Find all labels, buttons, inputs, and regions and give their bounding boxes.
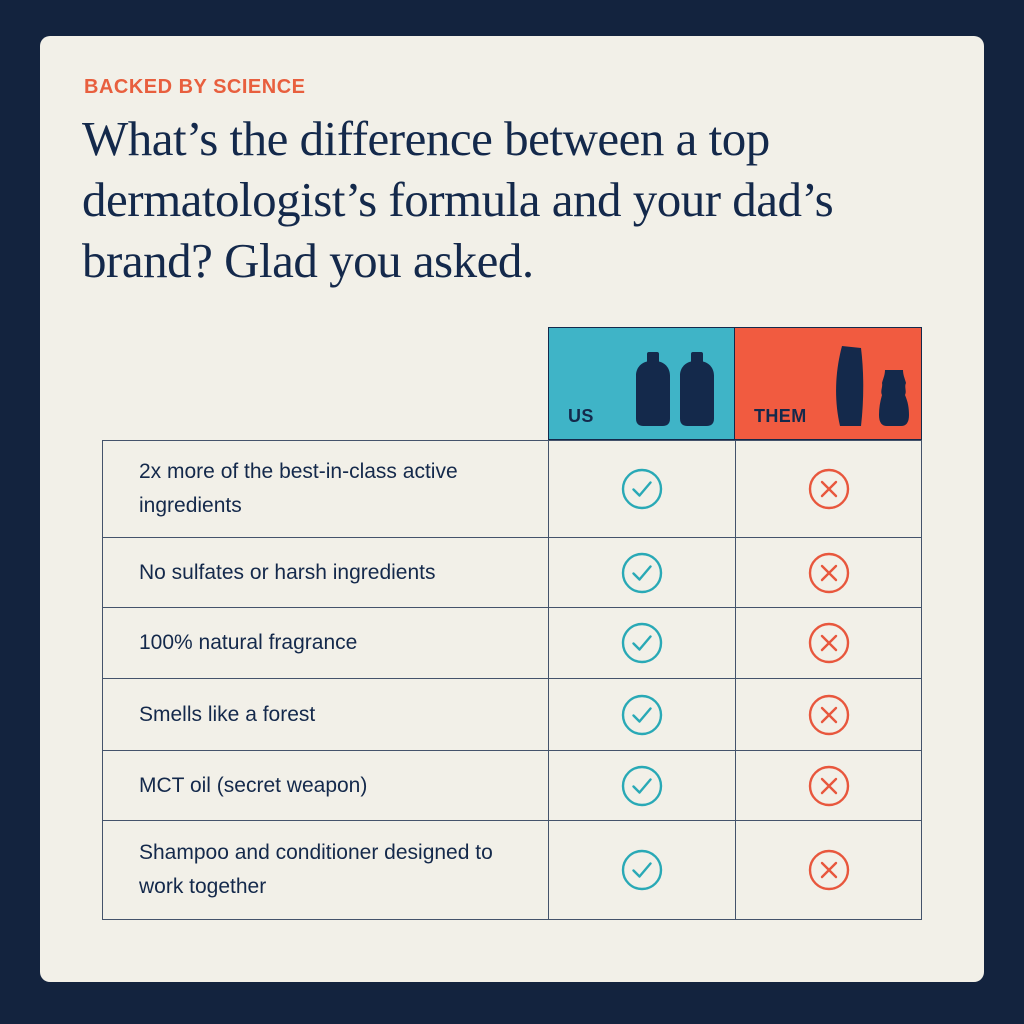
us-cell (549, 821, 736, 919)
content-card: BACKED BY SCIENCE What’s the difference … (40, 36, 984, 982)
us-cell (549, 538, 736, 608)
comparison-table: US THEM 2x more of the best-in-class act… (102, 327, 922, 920)
two-curvy-bottles-icon (836, 346, 909, 426)
page-title: What’s the difference between a top derm… (82, 111, 834, 288)
feature-label: No sulfates or harsh ingredients (103, 538, 549, 608)
feature-label: Smells like a forest (103, 679, 549, 751)
us-cell (549, 679, 736, 751)
check-icon (621, 468, 663, 510)
x-icon (808, 694, 849, 735)
feature-label: MCT oil (secret weapon) (103, 751, 549, 821)
check-icon (621, 765, 663, 806)
us-cell (549, 441, 736, 538)
us-label: US (568, 406, 594, 426)
check-icon (621, 622, 663, 664)
x-icon (808, 849, 849, 891)
us-cell (549, 608, 736, 679)
table-body: 2x more of the best-in-class active ingr… (102, 440, 922, 920)
table-header-row: US THEM (548, 327, 922, 440)
check-icon (621, 849, 663, 891)
two-round-bottles-icon (636, 352, 714, 426)
column-header-us: US (548, 327, 735, 440)
x-icon (808, 765, 849, 806)
check-icon (621, 552, 663, 593)
eyebrow-label: BACKED BY SCIENCE (84, 76, 306, 98)
them-cell (736, 751, 921, 821)
check-icon (621, 694, 663, 735)
them-cell (736, 679, 921, 751)
column-header-them: THEM (735, 327, 922, 440)
x-icon (808, 468, 849, 510)
x-icon (808, 622, 849, 664)
feature-label: 100% natural fragrance (103, 608, 549, 679)
them-label: THEM (754, 406, 807, 426)
us-cell (549, 751, 736, 821)
feature-label: Shampoo and conditioner designed to work… (103, 821, 549, 919)
them-cell (736, 608, 921, 679)
feature-label: 2x more of the best-in-class active ingr… (103, 441, 549, 538)
x-icon (808, 552, 849, 593)
them-cell (736, 821, 921, 919)
them-cell (736, 538, 921, 608)
them-cell (736, 441, 921, 538)
